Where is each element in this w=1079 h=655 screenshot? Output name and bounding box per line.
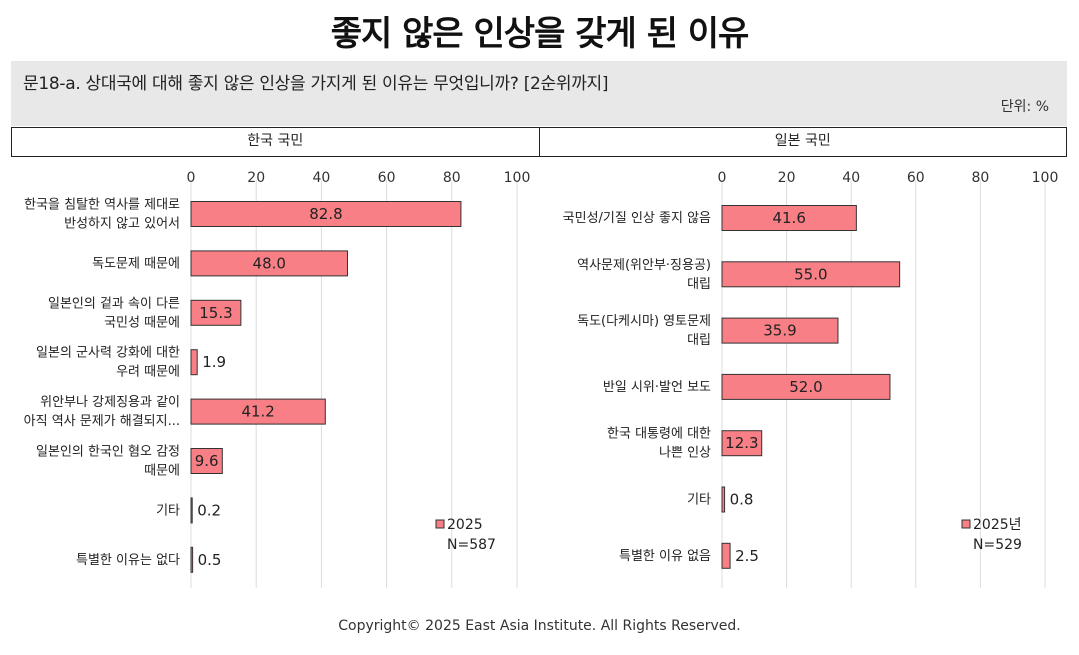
data-label: 52.0 (789, 378, 822, 396)
category-label: 나쁜 인상 (659, 446, 711, 461)
data-label: 15.3 (199, 304, 232, 322)
data-label: 41.6 (772, 209, 805, 227)
copyright-footer: Copyright© 2025 East Asia Institute. All… (338, 618, 741, 634)
panel-headers: 한국 국민 일본 국민 (11, 127, 1067, 157)
category-label: 특별한 이유 없음 (619, 549, 711, 564)
bar (721, 261, 901, 288)
x-tick-label: 100 (504, 170, 531, 186)
category-label: 일본인의 한국인 혐오 감정 (36, 445, 180, 460)
bar (721, 430, 763, 457)
data-label: 41.2 (241, 403, 274, 421)
data-label: 55.0 (794, 265, 827, 283)
legend-n: N=587 (447, 537, 496, 553)
category-label: 때문에 (144, 464, 180, 479)
category-label: 기타 (687, 493, 711, 508)
panel-header-korea: 한국 국민 (247, 133, 304, 149)
bar (721, 317, 839, 344)
bar (190, 201, 462, 227)
x-tick-label: 20 (247, 170, 265, 186)
category-label: 일본의 군사력 강화에 대한 (36, 346, 180, 361)
data-label: 1.9 (202, 353, 226, 371)
bar (190, 448, 223, 474)
data-label: 0.2 (197, 501, 221, 519)
x-tick-label: 80 (443, 170, 461, 186)
category-label: 기타 (156, 503, 180, 518)
x-tick-label: 100 (1032, 170, 1059, 186)
x-tick-label: 40 (842, 170, 860, 186)
data-label: 82.8 (309, 205, 342, 223)
bar (190, 497, 193, 524)
category-label: 아직 역사 문제가 해결되지... (24, 414, 180, 429)
question-text: 문18-a. 상대국에 대해 좋지 않은 인상을 가지게 된 이유는 무엇입니까… (23, 74, 609, 94)
category-label: 특별한 이유는 없다 (76, 553, 180, 568)
category-label: 한국 대통령에 대한 (607, 427, 711, 442)
bar (721, 205, 857, 231)
bar (190, 546, 194, 573)
category-label: 위안부나 강제징용과 같이 (40, 395, 180, 410)
bar (721, 373, 891, 400)
page-title: 좋지 않은 인상을 갖게 된 이유 (330, 14, 750, 54)
unit-label: 단위: % (1000, 99, 1049, 115)
data-label: 2.5 (735, 547, 759, 565)
data-label: 0.8 (730, 491, 754, 509)
category-label: 국민성/기질 인상 좋지 않음 (563, 211, 711, 226)
bar (190, 398, 326, 425)
x-tick-label: 0 (718, 170, 727, 186)
data-label: 12.3 (725, 434, 758, 452)
category-label: 대립 (687, 277, 711, 292)
data-label: 48.0 (253, 254, 286, 272)
bar (190, 250, 348, 277)
category-label: 우려 때문에 (116, 365, 180, 380)
data-label: 9.6 (195, 452, 219, 470)
legend-swatch (435, 519, 445, 529)
category-label: 한국을 침탈한 역사를 제대로 (24, 198, 180, 213)
x-tick-label: 60 (907, 170, 925, 186)
category-label: 반성하지 않고 있어서 (64, 217, 180, 232)
x-tick-label: 0 (187, 170, 196, 186)
category-label: 반일 시위·발언 보도 (603, 380, 711, 395)
category-label: 독도(다케시마) 영토문제 (577, 314, 711, 329)
category-label: 일본인의 겉과 속이 다른 (48, 296, 180, 311)
legend-label: 2025년 (973, 517, 1022, 533)
legend-swatch (961, 519, 971, 529)
category-label: 대립 (687, 333, 711, 348)
category-label: 독도문제 때문에 (92, 256, 180, 271)
x-tick-label: 80 (971, 170, 989, 186)
bar (721, 542, 731, 569)
bar (190, 349, 198, 376)
x-tick-label: 40 (312, 170, 330, 186)
category-label: 국민성 때문에 (104, 315, 180, 330)
category-label: 역사문제(위안부·징용공) (577, 258, 711, 273)
x-tick-label: 60 (378, 170, 396, 186)
panel-header-japan: 일본 국민 (538, 128, 1067, 156)
data-label: 0.5 (198, 551, 222, 569)
bar (190, 299, 242, 326)
legend-label: 2025 (447, 517, 483, 533)
data-label: 35.9 (763, 322, 796, 340)
legend-n: N=529 (973, 537, 1022, 553)
question-box: 문18-a. 상대국에 대해 좋지 않은 인상을 가지게 된 이유는 무엇입니까… (11, 61, 1067, 126)
bar (721, 486, 726, 513)
x-tick-label: 20 (778, 170, 796, 186)
